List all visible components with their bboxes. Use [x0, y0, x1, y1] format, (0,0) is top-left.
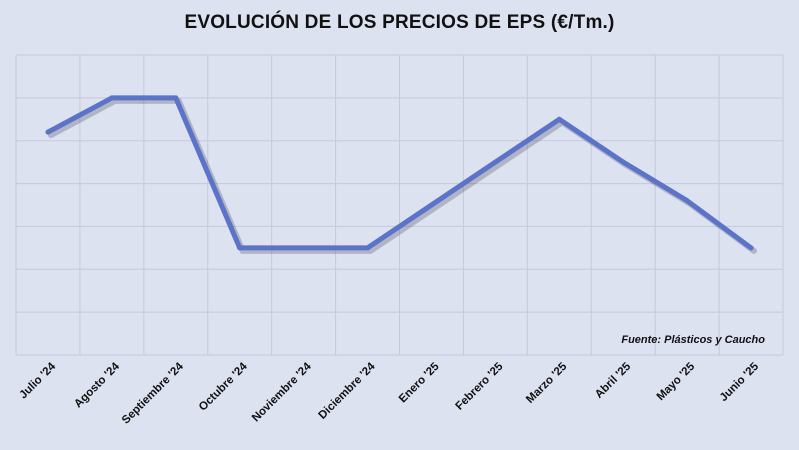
- data-point: [492, 159, 498, 165]
- x-tick-label: Agosto '24: [72, 360, 122, 410]
- x-tick-label: Febrero '25: [454, 360, 506, 412]
- data-point: [45, 129, 51, 135]
- data-point: [237, 245, 243, 251]
- data-point: [684, 198, 690, 204]
- data-point: [301, 245, 307, 251]
- x-tick-label: Noviembre '24: [250, 360, 314, 424]
- data-point: [173, 95, 179, 101]
- data-point: [429, 202, 434, 208]
- x-tick-label: Enero '25: [397, 360, 442, 405]
- chart-title: EVOLUCIÓN DE LOS PRECIOS DE EPS (€/Tm.): [184, 12, 615, 33]
- series-line: [45, 95, 754, 251]
- data-point: [620, 159, 626, 165]
- x-tick-label: Mayo '25: [655, 360, 698, 403]
- data-point: [109, 95, 115, 101]
- x-tick-label: Diciembre '24: [317, 360, 378, 421]
- data-point: [365, 245, 370, 251]
- x-tick-label: Abril '25: [593, 360, 634, 401]
- x-tick-label: Junio '25: [718, 360, 762, 404]
- x-tick-label: Julio '24: [17, 360, 58, 401]
- x-tick-label: Marzo '25: [524, 360, 570, 406]
- series-lines: [45, 95, 754, 251]
- data-point: [556, 116, 562, 122]
- x-tick-label: Octubre '24: [197, 360, 250, 413]
- source-note: Fuente: Plásticos y Caucho: [621, 334, 765, 346]
- x-tick-label: Septiembre '24: [120, 360, 186, 426]
- data-point: [748, 245, 754, 251]
